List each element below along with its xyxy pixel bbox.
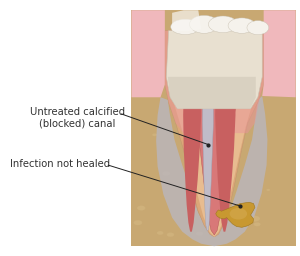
Ellipse shape — [266, 189, 270, 191]
Ellipse shape — [155, 82, 162, 87]
Ellipse shape — [158, 45, 166, 51]
Ellipse shape — [167, 232, 174, 237]
Ellipse shape — [281, 34, 290, 39]
Ellipse shape — [228, 18, 256, 33]
Polygon shape — [168, 77, 256, 108]
FancyBboxPatch shape — [131, 10, 296, 246]
Ellipse shape — [196, 232, 203, 236]
Ellipse shape — [171, 19, 200, 35]
Text: Untreated calcified
(blocked) canal: Untreated calcified (blocked) canal — [30, 107, 125, 129]
Polygon shape — [165, 31, 264, 133]
Polygon shape — [216, 202, 255, 227]
Ellipse shape — [152, 133, 157, 136]
Text: Infection not healed: Infection not healed — [10, 159, 110, 169]
Polygon shape — [172, 10, 201, 31]
Ellipse shape — [238, 219, 249, 225]
Ellipse shape — [247, 21, 269, 35]
Polygon shape — [186, 33, 242, 235]
Polygon shape — [166, 31, 262, 109]
Ellipse shape — [137, 206, 146, 210]
Ellipse shape — [162, 171, 170, 176]
Ellipse shape — [230, 208, 247, 219]
Ellipse shape — [190, 15, 219, 33]
Polygon shape — [165, 31, 264, 237]
Ellipse shape — [208, 16, 238, 33]
Ellipse shape — [146, 36, 153, 40]
Polygon shape — [131, 10, 165, 97]
Polygon shape — [183, 90, 201, 232]
Ellipse shape — [250, 216, 260, 222]
Polygon shape — [168, 31, 259, 237]
Polygon shape — [215, 90, 236, 232]
Polygon shape — [156, 96, 268, 246]
Ellipse shape — [286, 37, 295, 43]
Polygon shape — [202, 97, 213, 230]
Ellipse shape — [217, 216, 226, 221]
Ellipse shape — [131, 61, 140, 66]
Ellipse shape — [134, 220, 142, 225]
Ellipse shape — [189, 222, 193, 225]
Ellipse shape — [254, 222, 261, 227]
Polygon shape — [262, 10, 296, 97]
Ellipse shape — [134, 23, 142, 27]
Ellipse shape — [157, 231, 164, 235]
